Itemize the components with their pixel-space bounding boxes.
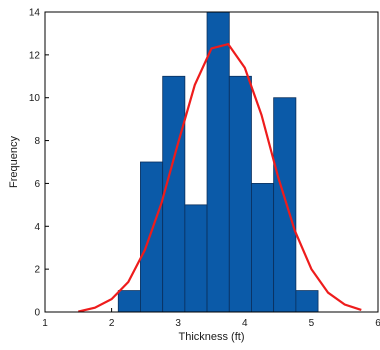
histogram-bar (206, 11, 230, 313)
y-tick-label: 2 (34, 265, 40, 276)
plot-frame (44, 11, 379, 313)
histogram-bar (162, 75, 186, 313)
histogram-bar (184, 204, 208, 313)
y-tick-label: 4 (34, 222, 40, 233)
x-tick-label: 5 (309, 318, 315, 329)
histogram-bar (228, 75, 252, 313)
y-tick-label: 12 (29, 50, 41, 61)
histogram-bars (117, 11, 319, 313)
histogram-bar (140, 161, 164, 313)
x-tick-label: 6 (375, 318, 380, 329)
x-axis-label: Thickness (ft) (178, 331, 244, 343)
y-tick-label: 8 (34, 136, 40, 147)
y-tick-label: 6 (34, 179, 40, 190)
x-tick-label: 1 (42, 318, 48, 329)
histogram-bar (273, 97, 297, 313)
histogram-bar (295, 290, 319, 313)
x-tick-label: 3 (175, 318, 181, 329)
y-tick-label: 14 (29, 8, 41, 19)
x-tick-label: 4 (242, 318, 248, 329)
y-tick-label: 0 (34, 308, 40, 319)
y-axis-label: Frequency (8, 136, 20, 188)
histogram-bar (117, 290, 141, 313)
histogram-bar (251, 183, 275, 313)
normal-fit-curve (78, 42, 362, 313)
x-tick-label: 2 (109, 318, 115, 329)
y-tick-label: 10 (29, 93, 41, 104)
y-axis-ticks: 0 2 4 6 8 10 12 14 (29, 8, 49, 319)
